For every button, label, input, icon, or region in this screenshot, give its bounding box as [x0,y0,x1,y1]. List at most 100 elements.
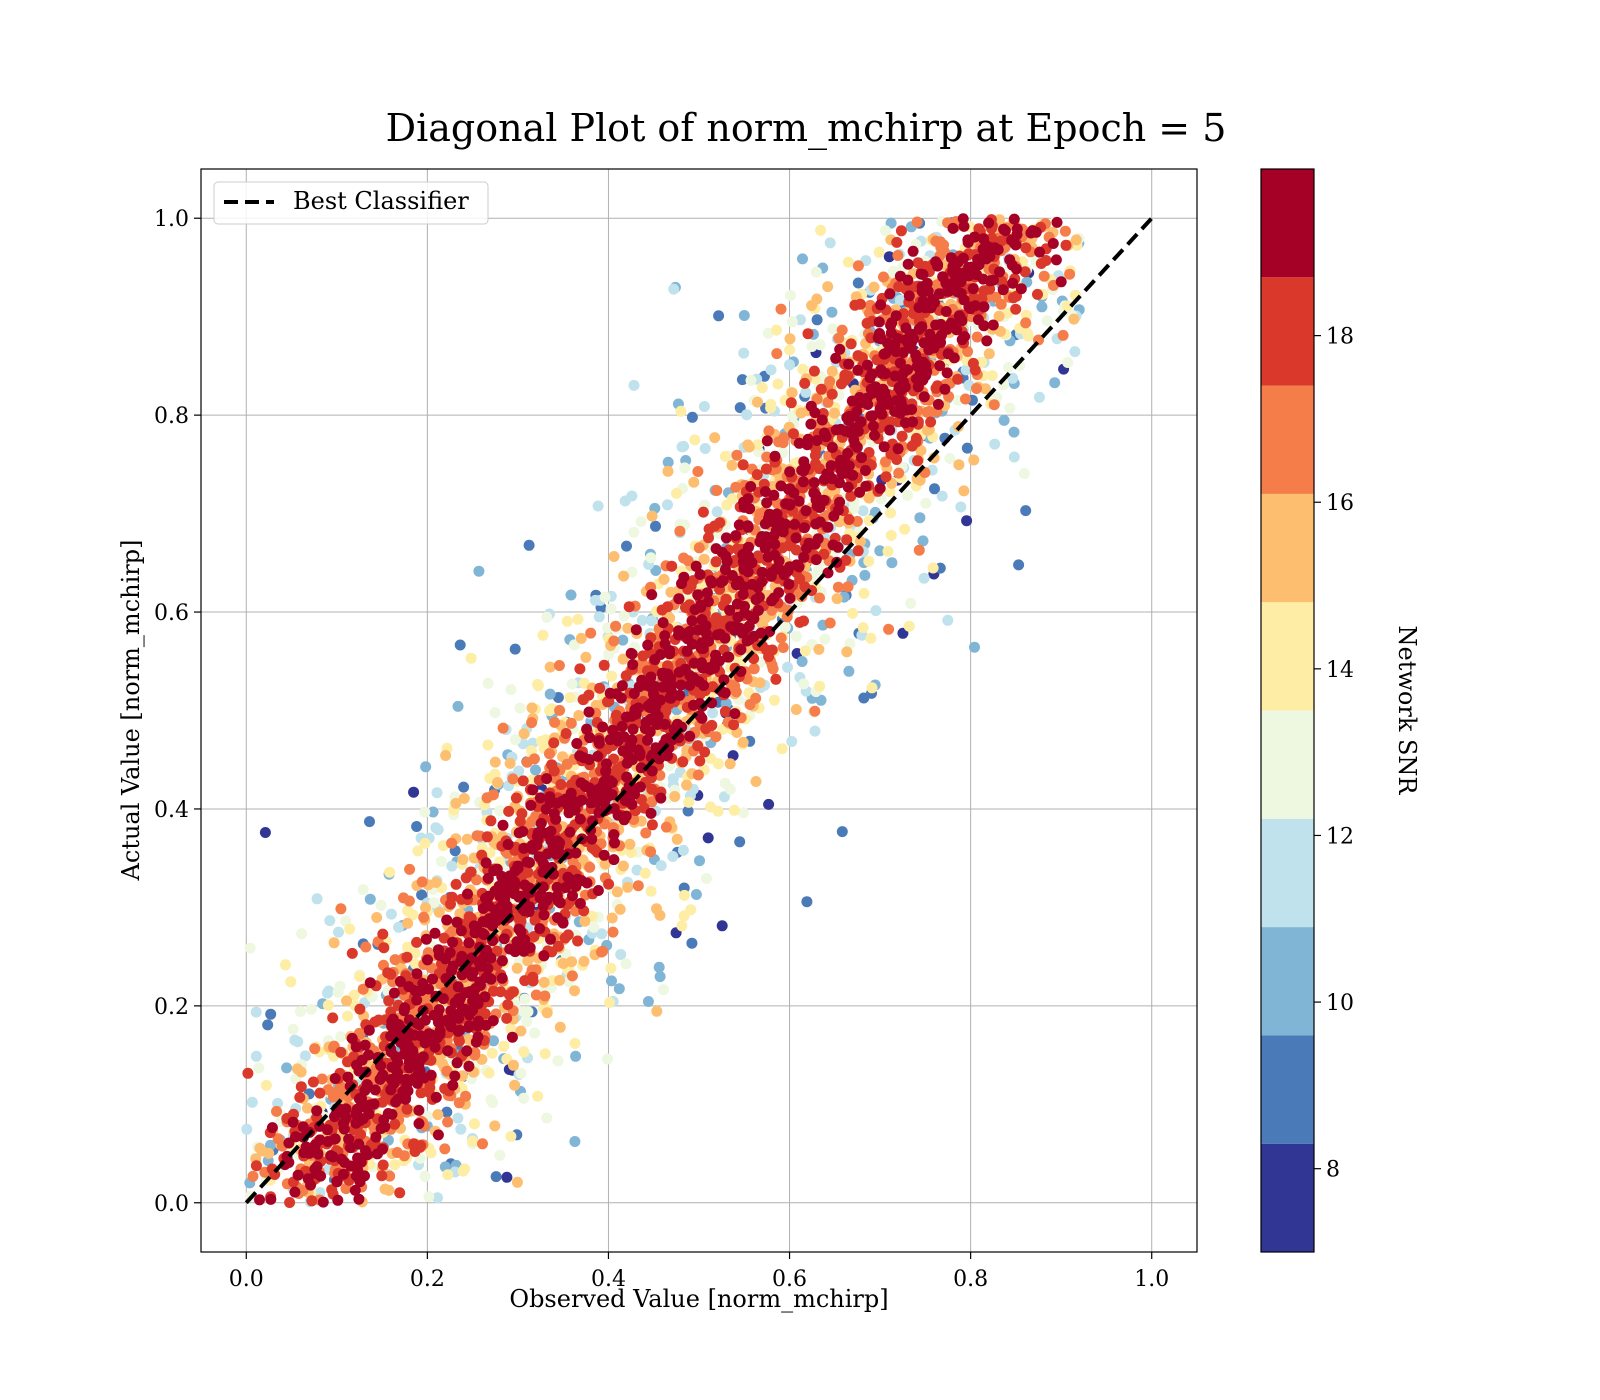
scatter-point [998,223,1010,235]
scatter-point [254,1194,265,1206]
scatter-point [718,791,730,803]
scatter-point [441,1106,453,1118]
scatter-point [253,1062,265,1074]
scatter-point [692,624,704,636]
scatter-point [416,889,428,901]
scatter-point [902,274,914,286]
scatter-point [765,402,777,414]
scatter-point [562,871,574,883]
scatter-point [793,561,805,573]
scatter-point [437,840,449,852]
scatter-point [703,532,714,544]
scatter-point [1064,268,1076,280]
scatter-point [418,911,430,923]
scatter-point [398,892,409,904]
scatter-point [1020,317,1032,329]
scatter-point [737,588,749,600]
scatter-point [720,550,732,562]
scatter-point [870,605,882,617]
scatter-point [403,981,415,993]
scatter-point [432,1129,444,1141]
scatter-point [629,788,640,800]
scatter-point [770,673,782,685]
scatter-point [1041,315,1053,327]
scatter-point [259,827,271,838]
scatter-point [813,643,825,655]
scatter-point [250,1006,262,1018]
scatter-point [746,578,758,590]
scatter-point [592,885,604,896]
scatter-point [599,591,611,603]
scatter-point [861,317,873,329]
scatter-point [646,819,658,831]
scatter-point [452,700,464,712]
scatter-point [420,902,431,914]
scatter-point [717,575,729,587]
scatter-point [483,1067,495,1079]
scatter-point [456,969,468,981]
scatter-point [601,743,613,755]
scatter-point [967,283,979,295]
scatter-point [526,815,538,827]
scatter-point [451,1057,463,1069]
scatter-point [852,260,864,272]
scatter-point [815,383,827,395]
scatter-point [389,1159,401,1171]
scatter-point [902,258,914,270]
scatter-point [350,1041,362,1053]
scatter-point [1003,362,1014,373]
scatter-point [570,847,582,859]
scatter-point [561,615,573,627]
scatter-point [528,931,540,942]
scatter-point [457,854,469,865]
scatter-point [694,710,706,722]
scatter-point [1035,258,1047,269]
scatter-point [831,593,843,605]
scatter-point [692,466,704,477]
scatter-point [760,463,772,475]
scatter-point [730,686,742,698]
scatter-point [538,909,550,921]
scatter-point [709,432,721,444]
scatter-point [299,1050,311,1062]
scatter-point [265,1139,276,1151]
scatter-point [432,1109,444,1121]
scatter-point [411,994,423,1006]
scatter-point [533,851,545,863]
scatter-point [450,878,462,890]
scatter-point [646,796,658,808]
scatter-point [441,1065,453,1077]
scatter-point [719,564,731,576]
scatter-point [735,644,747,656]
scatter-point [737,807,749,819]
scatter-point [501,1171,513,1183]
scatter-point [473,957,485,968]
scatter-point [854,486,866,498]
scatter-point [639,723,651,735]
scatter-point [702,596,714,608]
scatter-point [545,825,557,837]
scatter-point [698,680,710,691]
scatter-point [574,898,586,909]
scatter-point [859,569,871,581]
scatter-point [805,418,817,430]
scatter-point [751,469,763,481]
scatter-point [473,565,485,577]
scatter-point [785,397,797,409]
scatter-point [487,985,499,997]
scatter-point [863,515,875,526]
scatter-point [263,1147,275,1159]
scatter-point [592,750,604,762]
scatter-point [614,903,626,915]
scatter-point [513,923,525,935]
scatter-point [521,1016,533,1028]
scatter-point [566,678,578,690]
scatter-point [262,1019,274,1031]
scatter-point [808,365,820,377]
scatter-point [925,416,937,428]
scatter-point [739,600,750,612]
scatter-point [932,398,944,410]
scatter-point [463,937,475,949]
scatter-point [363,1108,375,1120]
scatter-point [513,765,525,777]
